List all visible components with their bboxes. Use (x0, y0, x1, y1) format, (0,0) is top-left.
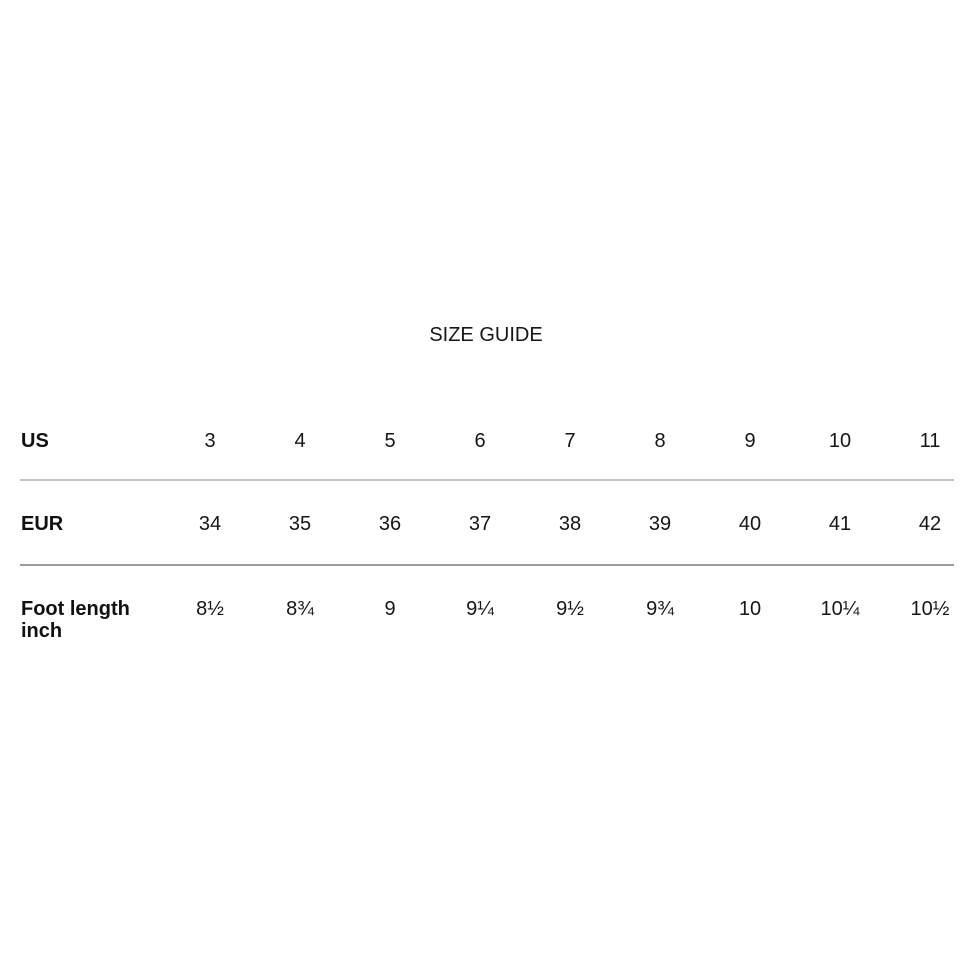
foot-length-cell: 9¾ (646, 598, 674, 620)
us-size-cell: 8 (654, 430, 666, 452)
eur-size-cell: 40 (738, 513, 762, 535)
eur-size-cell: 42 (918, 513, 942, 535)
eur-size-cell: 41 (828, 513, 852, 535)
us-size-cell: 9 (744, 430, 756, 452)
foot-length-cell: 9¼ (466, 598, 494, 620)
us-size-cell: 10 (828, 430, 852, 452)
foot-length-cell: 8¾ (286, 598, 314, 620)
foot-length-cell: 8½ (196, 598, 224, 620)
eur-size-cell: 39 (648, 513, 672, 535)
row-label-us: US (21, 430, 49, 452)
table-row-eur: EUR 34 35 36 37 38 39 40 41 42 (20, 481, 954, 566)
us-size-cell: 6 (474, 430, 486, 452)
eur-size-cell: 34 (198, 513, 222, 535)
page-title: SIZE GUIDE (429, 324, 543, 346)
foot-length-cell: 10¼ (820, 598, 860, 620)
eur-size-cell: 35 (288, 513, 312, 535)
size-table: US 3 4 5 6 7 8 9 10 11 EUR 34 35 36 37 3… (20, 398, 954, 674)
us-size-cell: 5 (384, 430, 396, 452)
foot-length-cell: 9½ (556, 598, 584, 620)
foot-length-cell: 10½ (910, 598, 950, 620)
eur-size-cell: 38 (558, 513, 582, 535)
row-label-foot-length: Foot length inch (21, 598, 130, 642)
row-label-eur: EUR (21, 513, 64, 535)
eur-size-cell: 37 (468, 513, 492, 535)
foot-length-cell: 9 (384, 598, 396, 620)
table-row-foot-length: Foot length inch 8½ 8¾ 9 9¼ 9½ 9¾ 10 10¼… (20, 566, 954, 674)
eur-size-cell: 36 (378, 513, 402, 535)
us-size-cell: 7 (564, 430, 576, 452)
us-size-cell: 3 (204, 430, 216, 452)
table-row-us: US 3 4 5 6 7 8 9 10 11 (20, 398, 954, 481)
us-size-cell: 11 (919, 430, 941, 452)
us-size-cell: 4 (294, 430, 306, 452)
foot-length-cell: 10 (738, 598, 762, 620)
